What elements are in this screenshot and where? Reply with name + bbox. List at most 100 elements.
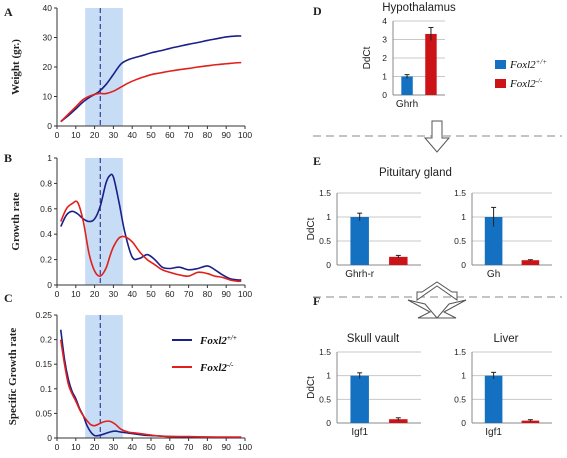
x-tick-label: 30 [109, 442, 119, 452]
legend-swatch [495, 60, 506, 69]
x-tick-label: 70 [184, 442, 194, 452]
y-axis-label: Growth rate [10, 192, 22, 250]
split-arrow-right-icon [435, 299, 467, 319]
x-tick-label: 90 [221, 442, 231, 452]
x-tick-label: 50 [146, 289, 156, 299]
y-tick-label: 1.5 [454, 188, 466, 198]
x-tick-label: 80 [203, 130, 213, 140]
x-tick-label: 50 [146, 442, 156, 452]
y-tick-label: 0.5 [454, 394, 466, 404]
y-tick-label: 1 [461, 212, 466, 222]
chart-title: Skull vault [347, 333, 400, 345]
x-axis-label: Ghrh-r [345, 269, 375, 280]
y-tick-label: 1 [47, 153, 52, 163]
y-tick-label: 0.1 [40, 384, 52, 394]
split-arrow-top-icon [416, 281, 458, 301]
x-tick-label: 80 [203, 442, 213, 452]
y-tick-label: 30 [43, 33, 53, 43]
bar-ko [521, 420, 540, 423]
y-axis-label: DdCt [362, 46, 373, 69]
y-tick-label: 0.6 [40, 204, 52, 214]
bar-wt [401, 76, 413, 95]
bar-wt [350, 375, 369, 423]
y-tick-label: 0.4 [40, 229, 52, 239]
x-tick-label: 100 [238, 442, 252, 452]
x-tick-label: 80 [203, 289, 213, 299]
y-axis-label: Specific Growth rate [7, 328, 19, 426]
y-tick-label: 0.05 [35, 408, 52, 418]
y-tick-label: 0 [47, 280, 52, 290]
x-tick-label: 20 [90, 442, 100, 452]
legend-label-ko: Foxl2-/- [199, 361, 234, 374]
bar-panel-E2: 0 0.5 1 1.5 Gh [454, 188, 552, 280]
x-tick-label: 90 [221, 289, 231, 299]
legend-label: Foxl2-/- [509, 77, 543, 90]
x-tick-label: 100 [238, 289, 252, 299]
line-panel-C: 0 10 20 30 40 50 60 70 80 90 10000.050.10.150.20.2… [4, 291, 252, 452]
down-arrow-icon [423, 120, 451, 153]
x-axis-label: Ghrh [396, 99, 418, 110]
y-tick-label: 1 [326, 371, 331, 381]
y-tick-label: 0.8 [40, 178, 52, 188]
x-tick-label: 100 [238, 130, 252, 140]
panel-letter: A [4, 5, 13, 19]
x-axis-label: Igf1 [351, 427, 368, 438]
bar-panel-D: 0 1 2 3 4 Ghrh DdCt Hypothalamus [362, 2, 456, 110]
x-tick-label: 10 [71, 289, 81, 299]
x-axis-label: Gh [487, 269, 500, 280]
y-tick-label: 0 [326, 418, 331, 428]
panel-letter: F [313, 294, 320, 308]
series-line-ko [60, 200, 242, 283]
x-tick-label: 40 [127, 442, 137, 452]
y-tick-label: 0 [461, 260, 466, 270]
y-tick-label: 0.25 [35, 310, 52, 320]
x-tick-label: 90 [221, 130, 231, 140]
x-tick-label: 0 [55, 442, 60, 452]
series-line-wt [60, 35, 242, 123]
legend-swatch [495, 79, 506, 88]
legend-label-wt: Foxl2+/+ [199, 334, 237, 347]
x-tick-label: 70 [184, 289, 194, 299]
y-tick-label: 0 [47, 433, 52, 443]
y-tick-label: 0.5 [319, 236, 331, 246]
y-tick-label: 0 [382, 90, 387, 100]
panel-letter: C [4, 291, 13, 305]
y-tick-label: 0.5 [454, 236, 466, 246]
bar-wt [350, 217, 369, 265]
series-line-wt [60, 173, 242, 281]
series-line-ko [59, 339, 242, 438]
y-tick-label: 0.2 [40, 335, 52, 345]
y-tick-label: 1 [382, 72, 387, 82]
x-tick-label: 10 [71, 442, 81, 452]
bar-ko [389, 256, 408, 265]
y-tick-label: 3 [382, 35, 387, 45]
y-tick-label: 2 [382, 53, 387, 63]
y-tick-label: 1 [461, 371, 466, 381]
series-line-ko [60, 61, 242, 123]
line-panel-A: 0 10 20 30 40 50 60 70 80 90 100 0 10 20 30 40 Weight (g… [4, 3, 252, 140]
y-tick-label: 0 [47, 121, 52, 131]
bar-wt [484, 375, 503, 423]
bar-ko [389, 419, 408, 423]
x-axis-label: Igf1 [485, 427, 502, 438]
y-tick-label: 4 [382, 16, 387, 26]
legend-label: Foxl2+/+ [509, 58, 547, 71]
x-tick-label: 30 [109, 130, 119, 140]
x-tick-label: 30 [109, 289, 119, 299]
panel-letter: D [313, 4, 322, 18]
bar-ko [425, 33, 437, 95]
x-tick-label: 0 [55, 289, 60, 299]
y-axis-label: Weight (gr.) [10, 39, 22, 95]
x-tick-label: 40 [127, 130, 137, 140]
bar-ko [521, 260, 540, 265]
y-tick-label: 40 [43, 3, 53, 13]
highlight-band [85, 8, 123, 126]
bar-wt [484, 217, 503, 265]
x-tick-label: 50 [146, 130, 156, 140]
y-axis-label: DdCt [306, 217, 317, 240]
panel-letter: E [313, 154, 321, 168]
y-tick-label: 0.2 [40, 255, 52, 265]
y-tick-label: 1.5 [319, 347, 331, 357]
y-tick-label: 1.5 [319, 188, 331, 198]
